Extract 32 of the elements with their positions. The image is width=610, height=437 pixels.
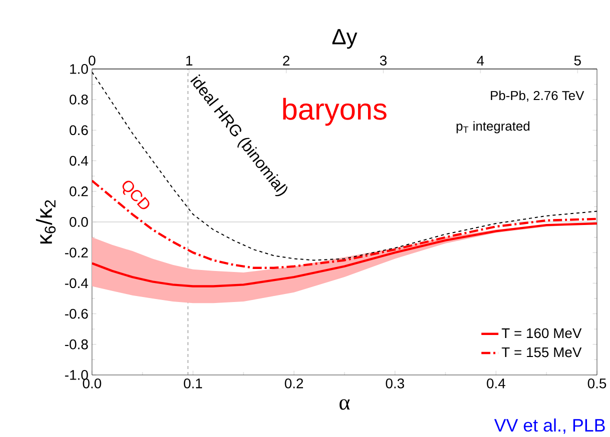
x-tick-label: 0.2 — [284, 378, 303, 388]
y-tick-label: -0.2 — [65, 248, 88, 258]
annotation: Pb-Pb, 2.76 TeV — [490, 90, 584, 102]
text: VV et al., PLB — [494, 418, 605, 434]
y-tick-label: 0.0 — [70, 217, 88, 227]
x2-tick-label: 1 — [186, 56, 192, 66]
y-tick-label: 0.8 — [70, 94, 88, 105]
legend-label: T = 155 MeV — [502, 347, 582, 358]
x-tick-label: 0.5 — [588, 378, 606, 388]
y-tick-label: 0.4 — [70, 156, 88, 166]
y-tick-label: -1.0 — [65, 370, 88, 380]
x2-tick-label: 0 — [88, 56, 96, 66]
y-tick-label: 1.0 — [70, 64, 88, 74]
y-axis-title: κ$_{6}$/κ$_{2}$ — [36, 200, 56, 244]
x-axis-title: α — [340, 399, 350, 410]
x-tick-label: 0.4 — [486, 378, 506, 388]
x2-tick-label: 5 — [574, 56, 581, 66]
legend-label: T = 160 MeV — [502, 328, 582, 338]
y-tick-label: -0.8 — [65, 339, 88, 350]
x2-axis-title: Δy — [332, 29, 358, 49]
y-tick-label: -0.6 — [65, 308, 88, 319]
x-tick-label: 0.1 — [184, 378, 202, 388]
x2-tick-label: 4 — [476, 56, 484, 66]
x2-tick-label: 2 — [283, 56, 290, 66]
annotation: baryons — [283, 98, 386, 126]
y-tick-label: -0.4 — [65, 278, 88, 288]
y-tick-label: 0.2 — [70, 186, 88, 196]
x-tick-label: 0.0 — [82, 378, 102, 388]
annotation: p$_{T}$ integrated — [456, 121, 530, 134]
x-tick-label: 0.3 — [386, 378, 404, 388]
y-tick-label: 0.6 — [70, 125, 88, 136]
x2-tick-label: 3 — [380, 56, 387, 66]
